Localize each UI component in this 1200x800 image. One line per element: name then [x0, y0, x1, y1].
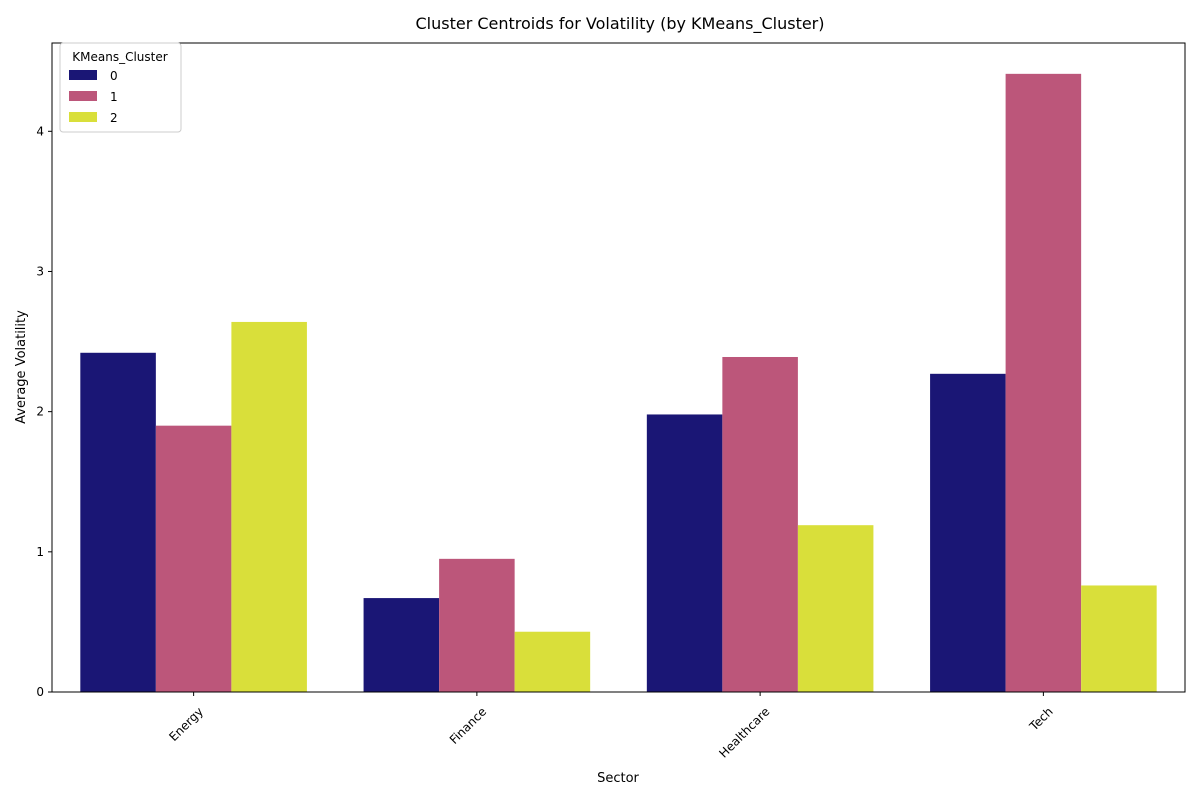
- bar-tech-cluster-1: [1005, 73, 1082, 693]
- legend-swatch-2: [69, 112, 97, 122]
- bar-energy-cluster-1: [155, 425, 232, 692]
- bar-finance-cluster-1: [439, 558, 515, 692]
- y-axis-label: Average Volatility: [14, 310, 29, 424]
- bar-tech-cluster-0: [930, 373, 1006, 692]
- bar-energy-cluster-2: [231, 321, 307, 692]
- y-tick-label: 4: [36, 124, 44, 138]
- legend-swatch-0: [69, 70, 97, 80]
- y-axis: 0 1 2 3 4: [36, 124, 52, 699]
- legend-label-0: 0: [110, 69, 118, 83]
- bar-healthcare-cluster-2: [797, 525, 874, 692]
- bars-layer: [80, 73, 1157, 693]
- bar-finance-cluster-0: [363, 598, 440, 692]
- bar-healthcare-cluster-0: [646, 414, 723, 692]
- y-tick-label: 2: [36, 405, 44, 419]
- bar-tech-cluster-2: [1081, 585, 1157, 692]
- legend-label-2: 2: [110, 111, 118, 125]
- y-tick-label: 3: [36, 264, 44, 278]
- x-axis-label: Sector: [597, 771, 639, 786]
- legend-title: KMeans_Cluster: [72, 50, 167, 64]
- legend-entries: 0 1 2: [69, 69, 118, 125]
- y-tick-label: 1: [36, 545, 44, 559]
- y-tick-label: 0: [36, 685, 44, 699]
- legend-swatch-1: [69, 91, 97, 101]
- chart-title: Cluster Centroids for Volatility (by KMe…: [415, 14, 824, 34]
- bar-healthcare-cluster-1: [722, 356, 798, 692]
- legend-label-1: 1: [110, 90, 118, 104]
- plot-frame: [51, 42, 1186, 693]
- legend: KMeans_Cluster 0 1 2: [59, 42, 182, 133]
- bar-energy-cluster-0: [80, 352, 156, 692]
- bar-finance-cluster-2: [514, 631, 591, 692]
- legend-frame: [59, 42, 182, 133]
